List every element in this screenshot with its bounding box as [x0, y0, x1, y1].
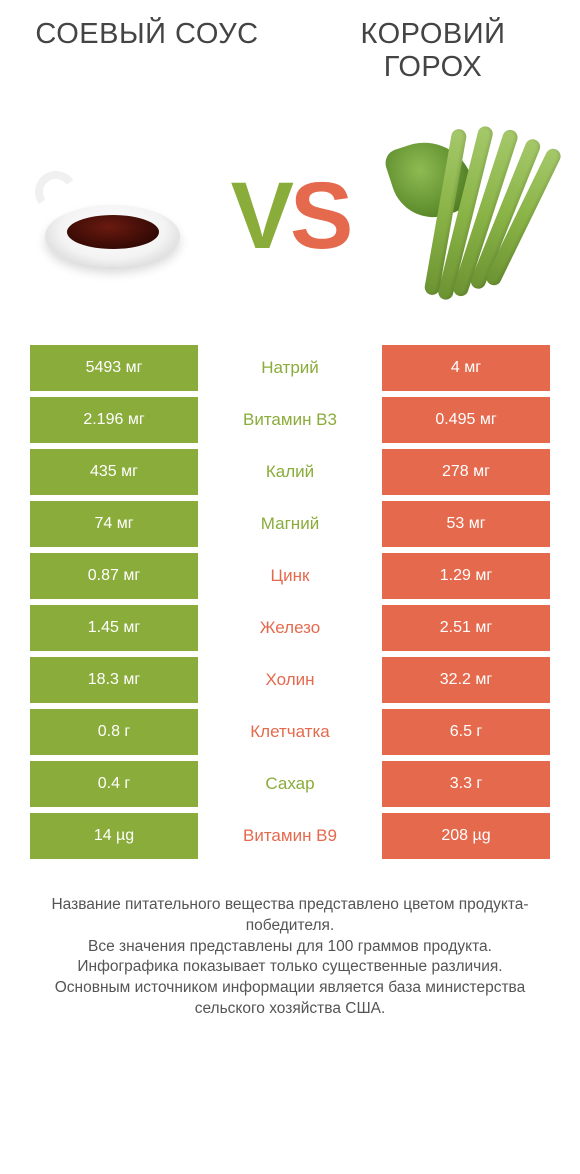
- table-row: 435 мгКалий278 мг: [30, 449, 550, 495]
- table-row: 5493 мгНатрий4 мг: [30, 345, 550, 391]
- value-left: 18.3 мг: [30, 657, 198, 703]
- table-row: 14 µgВитамин B9208 µg: [30, 813, 550, 859]
- value-right: 32.2 мг: [382, 657, 550, 703]
- value-left: 14 µg: [30, 813, 198, 859]
- table-row: 74 мгМагний53 мг: [30, 501, 550, 547]
- value-right: 2.51 мг: [382, 605, 550, 651]
- footnote-line: Инфографика показывает только существенн…: [77, 958, 502, 975]
- table-row: 18.3 мгХолин32.2 мг: [30, 657, 550, 703]
- value-right: 53 мг: [382, 501, 550, 547]
- nutrient-label: Цинк: [198, 553, 382, 599]
- value-left: 0.87 мг: [30, 553, 198, 599]
- nutrient-label: Холин: [198, 657, 382, 703]
- nutrient-label: Витамин B9: [198, 813, 382, 859]
- green-beans-icon: [380, 122, 550, 312]
- nutrient-label: Магний: [198, 501, 382, 547]
- table-row: 1.45 мгЖелезо2.51 мг: [30, 605, 550, 651]
- value-right: 6.5 г: [382, 709, 550, 755]
- footnote-block: Название питательного вещества представл…: [30, 895, 550, 1021]
- infographic-root: СОЕВЫЙ СОУС КОРОВИЙ ГОРОХ VS 5493 мгНа: [0, 0, 580, 1174]
- titles-row: СОЕВЫЙ СОУС КОРОВИЙ ГОРОХ: [30, 18, 550, 85]
- value-left: 74 мг: [30, 501, 198, 547]
- value-left: 0.4 г: [30, 761, 198, 807]
- value-right: 3.3 г: [382, 761, 550, 807]
- footnote-line: Все значения представлены для 100 граммо…: [88, 938, 492, 955]
- product-right-image: [380, 132, 550, 302]
- nutrient-label: Железо: [198, 605, 382, 651]
- nutrient-label: Калий: [198, 449, 382, 495]
- footnote-line: Основным источником информации является …: [55, 979, 526, 1017]
- vs-letter-v: V: [231, 163, 290, 269]
- vs-label: VS: [231, 169, 350, 264]
- nutrient-label: Витамин B3: [198, 397, 382, 443]
- value-right: 0.495 мг: [382, 397, 550, 443]
- nutrient-label: Сахар: [198, 761, 382, 807]
- vs-letter-s: S: [290, 163, 349, 269]
- table-row: 0.4 гСахар3.3 г: [30, 761, 550, 807]
- value-right: 278 мг: [382, 449, 550, 495]
- value-left: 2.196 мг: [30, 397, 198, 443]
- value-left: 435 мг: [30, 449, 198, 495]
- value-left: 5493 мг: [30, 345, 198, 391]
- title-left: СОЕВЫЙ СОУС: [30, 18, 264, 51]
- footnote-line: Название питательного вещества представл…: [51, 896, 528, 934]
- value-left: 1.45 мг: [30, 605, 198, 651]
- nutrient-label: Клетчатка: [198, 709, 382, 755]
- table-row: 2.196 мгВитамин B30.495 мг: [30, 397, 550, 443]
- value-right: 4 мг: [382, 345, 550, 391]
- soy-sauce-icon: [35, 157, 195, 277]
- table-row: 0.87 мгЦинк1.29 мг: [30, 553, 550, 599]
- value-left: 0.8 г: [30, 709, 198, 755]
- hero-row: VS: [30, 107, 550, 327]
- nutrient-label: Натрий: [198, 345, 382, 391]
- table-row: 0.8 гКлетчатка6.5 г: [30, 709, 550, 755]
- product-left-image: [30, 132, 200, 302]
- value-right: 1.29 мг: [382, 553, 550, 599]
- value-right: 208 µg: [382, 813, 550, 859]
- comparison-table: 5493 мгНатрий4 мг 2.196 мгВитамин B30.495…: [30, 345, 550, 865]
- title-right: КОРОВИЙ ГОРОХ: [316, 18, 550, 85]
